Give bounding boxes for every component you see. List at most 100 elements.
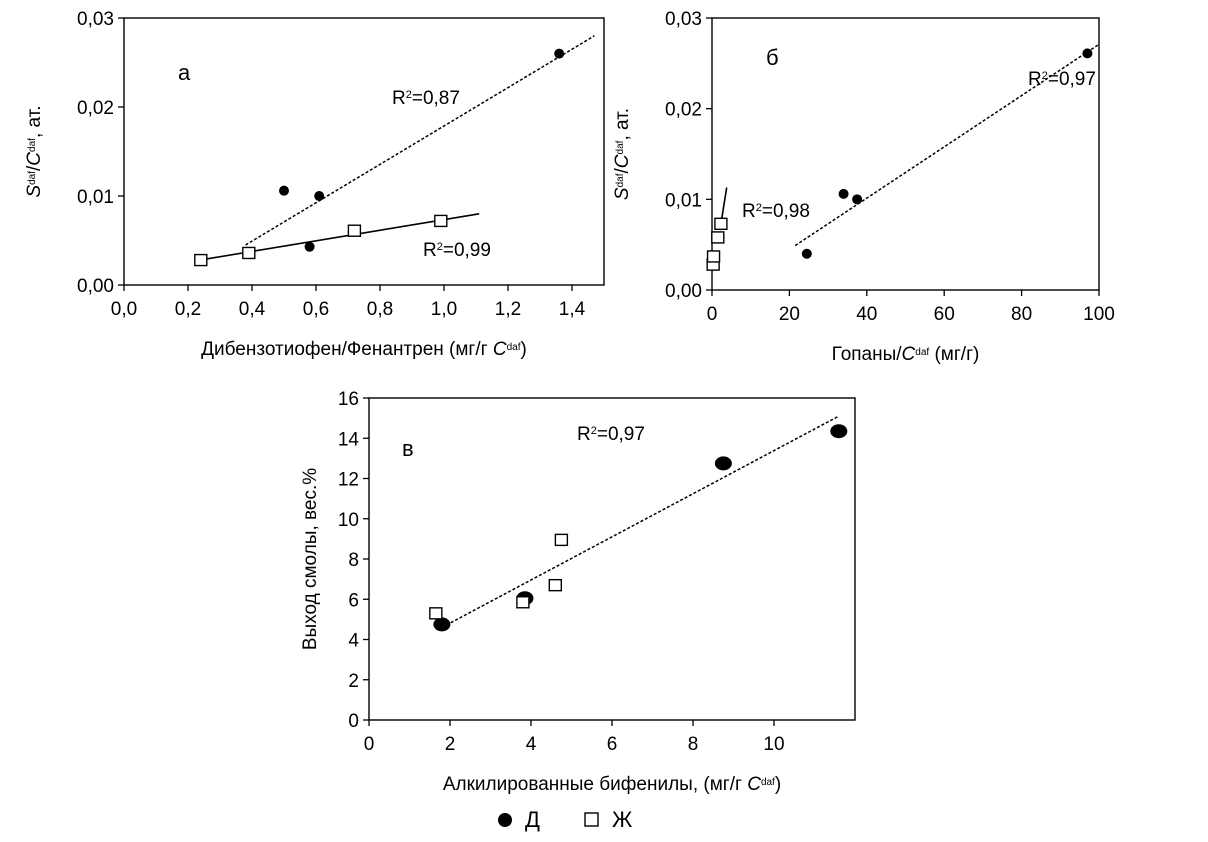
y-tick-label: 0,02: [77, 98, 114, 119]
y-axis-label-end: , ат.: [24, 105, 45, 138]
y-tick-label: 10: [338, 510, 359, 531]
r2-label-value: =0,97: [597, 424, 645, 445]
y-axis-label: Sdaf/Cdaf, ат.: [612, 108, 633, 200]
point-zh: [434, 214, 448, 228]
y-tick-label: 16: [338, 389, 359, 410]
x-axis-label-sup: daf: [761, 777, 775, 788]
y-axis-label-text: Выход смолы, вес.%: [300, 468, 321, 650]
point-zh: [548, 578, 562, 592]
point-d: [852, 194, 863, 205]
panel-letter: б: [766, 45, 779, 70]
point-d: [314, 191, 325, 201]
y-tick-label: 0,00: [77, 276, 114, 297]
x-axis-label-sup: daf: [915, 347, 929, 358]
y-axis-label-slash: /: [612, 167, 633, 173]
y-axis-label: Sdaf/Cdaf, ат.: [24, 105, 45, 197]
x-tick-label: 0,8: [367, 299, 393, 320]
x-tick-label: 0,0: [111, 299, 137, 320]
point-zh: [194, 253, 208, 267]
legend-label: Ж: [612, 807, 633, 832]
y-axis-label-text: S: [612, 187, 633, 200]
x-axis-label-var: C: [902, 344, 916, 365]
r2-label-d-value: =0,87: [412, 88, 460, 109]
x-axis-label-text: Алкилированные бифенилы, (мг/г: [443, 774, 747, 795]
r2-label-r: R: [577, 424, 591, 445]
trend-line-d: [245, 35, 595, 246]
y-tick-label: 12: [338, 470, 359, 491]
chart-a: 0,0 0,2 0,4 0,6 0,8 1,0 1,2 1,4 0,00 0,01 0,02 0,03…: [24, 9, 605, 360]
r2-label-d: R2=0,97: [1028, 69, 1096, 90]
point-zh: [706, 250, 721, 263]
point-zh: [714, 217, 728, 231]
y-axis-label-sup2: daf: [27, 138, 38, 152]
x-tick-label: 10: [763, 734, 784, 755]
x-axis-label-var: C: [493, 339, 507, 360]
point-zh: [516, 596, 530, 609]
r2-label-zh: R2=0,98: [742, 201, 810, 222]
r2-label-sup: 2: [591, 425, 597, 437]
x-axis-label-end: (мг/г): [929, 344, 979, 365]
point-zh: [554, 533, 569, 547]
y-tick-label: 0,01: [665, 190, 702, 211]
point-d: [304, 241, 315, 252]
x-axis-label-var: C: [747, 774, 761, 795]
x-tick-label: 0,2: [175, 299, 201, 320]
x-axis-label-sup: daf: [507, 342, 521, 353]
r2-label-d-sup: 2: [1042, 70, 1048, 82]
r2-label-zh-value: =0,98: [762, 201, 810, 222]
point-zh: [242, 246, 256, 260]
y-tick-label: 0: [348, 711, 359, 732]
point-zh: [711, 231, 725, 244]
r2-label-zh-value: =0,99: [443, 240, 491, 261]
r2-label-d-value: =0,97: [1048, 69, 1096, 90]
y-axis-label-end: , ат.: [612, 108, 633, 141]
r2-label-zh-r: R: [423, 240, 437, 261]
point-zh: [347, 224, 362, 237]
x-tick-label: 8: [688, 734, 699, 755]
panel-letter: а: [178, 60, 191, 85]
x-axis-label-end: ): [521, 339, 527, 360]
x-tick-label: 20: [779, 304, 800, 325]
trend-line-d: [794, 43, 1100, 247]
panel-letter: в: [402, 436, 414, 461]
legend-marker-square-icon: [584, 812, 599, 827]
x-tick-label: 4: [526, 734, 537, 755]
y-tick-label: 4: [348, 631, 359, 652]
legend-marker-circle-icon: [498, 813, 512, 827]
y-tick-label: 2: [348, 671, 359, 692]
y-tick-label: 0,03: [77, 9, 114, 30]
point-d: [433, 617, 451, 632]
point-d: [801, 248, 812, 259]
x-tick-label: 6: [607, 734, 618, 755]
x-tick-label: 1,4: [559, 299, 586, 320]
x-tick-label: 60: [934, 304, 955, 325]
x-tick-label: 100: [1083, 304, 1115, 325]
point-d: [830, 424, 848, 439]
r2-label-zh: R2=0,99: [423, 240, 491, 261]
r2-label-zh-sup: 2: [756, 202, 762, 214]
r2-label-d: R2=0,87: [392, 88, 460, 109]
x-tick-label: 40: [856, 304, 877, 325]
y-tick-label: 0,01: [77, 187, 114, 208]
x-axis-label: Гопаны/Cdaf (мг/г): [832, 344, 980, 365]
y-axis-label-text: S: [24, 185, 45, 198]
y-tick-label: 14: [338, 429, 360, 450]
r2-label-zh-r: R: [742, 201, 756, 222]
x-tick-label: 1,2: [495, 299, 521, 320]
y-axis-label-sup2: daf: [615, 140, 626, 154]
y-axis-label-sup: daf: [27, 171, 38, 185]
plot-frame: [711, 17, 1100, 291]
x-tick-label: 2: [445, 734, 456, 755]
x-tick-label: 0: [364, 734, 375, 755]
chart-b: 0 20 40 60 80 100 0,00 0,01 0,02 0,03 б Гопаны/Cdaf…: [612, 9, 1115, 365]
point-d: [554, 48, 565, 59]
x-axis-label: Алкилированные бифенилы, (мг/г Cdaf): [443, 774, 781, 795]
y-axis-label-var: C: [24, 152, 45, 166]
x-tick-label: 0,4: [239, 299, 266, 320]
point-d: [1082, 48, 1093, 59]
point-d: [714, 456, 732, 471]
point-zh: [429, 607, 443, 620]
r2-label-d-r: R: [392, 88, 406, 109]
y-tick-label: 6: [348, 590, 359, 611]
